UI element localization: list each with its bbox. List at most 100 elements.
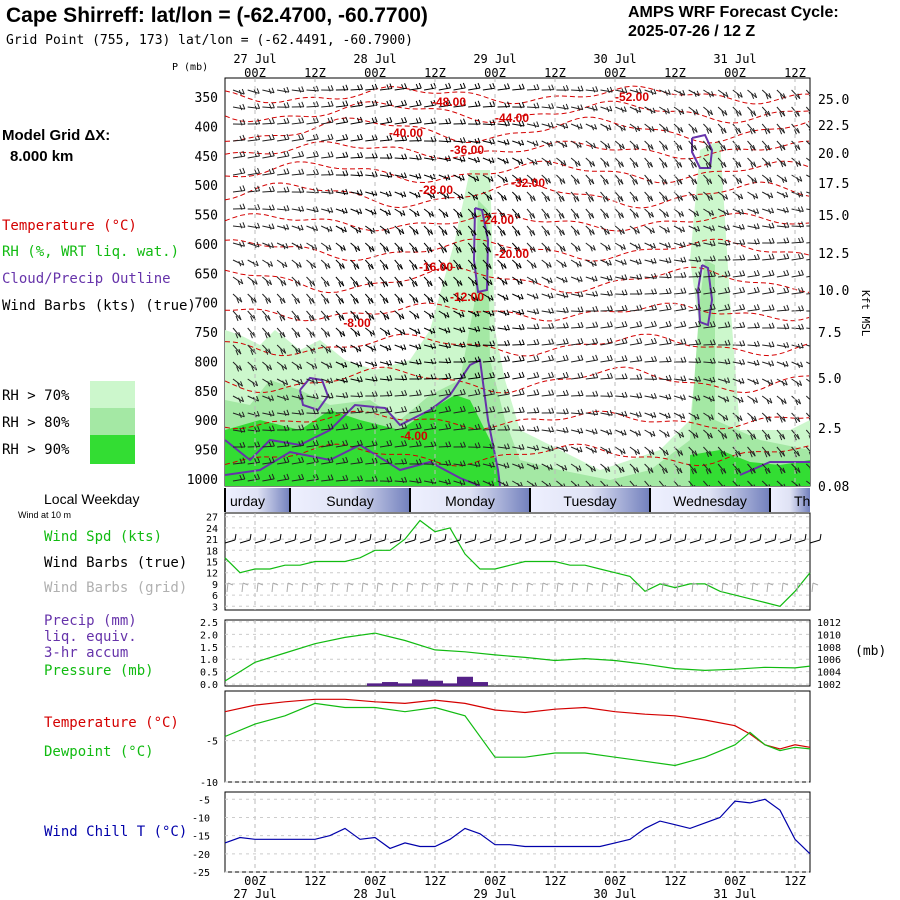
wind-barb-grid: [751, 582, 754, 593]
wind-barb-flag: [297, 314, 300, 321]
wind-barb: [747, 123, 756, 134]
wind-barb-flag: [357, 153, 361, 159]
wind-barb-flag: [724, 322, 728, 328]
wind-barb-flag: [771, 253, 775, 259]
wind-barb-flag: [500, 247, 503, 254]
wind-barb-flag: [404, 458, 408, 464]
wind-barb-flag: [576, 229, 580, 235]
wind-barb: [350, 411, 363, 414]
temperature-contour-label: -4.00: [400, 429, 428, 443]
wind-barb-flag: [242, 150, 246, 157]
wind-barb-flag: [401, 477, 405, 484]
wind-barb-flag: [401, 84, 405, 90]
wind-barb-flag: [429, 246, 433, 253]
wind-barb: [688, 140, 697, 151]
wind-barb-grid-flag: [617, 582, 624, 586]
wind-barb-flag: [636, 393, 640, 399]
wind-barb-flag: [562, 390, 566, 397]
wind-barb-flag: [448, 100, 452, 106]
wind-barb-flag: [415, 359, 419, 366]
wind-barb-flag: [639, 337, 643, 344]
legend-temperature-2: Temperature (°C): [44, 715, 179, 731]
wind-barb: [468, 393, 481, 397]
wind-barb-flag: [418, 373, 422, 380]
wind-barb-flag: [591, 178, 595, 185]
wind-barb-flag: [798, 324, 802, 331]
wind-barb-flag: [389, 406, 393, 412]
wind-barb-flag: [271, 118, 275, 124]
wind-barb: [761, 429, 771, 440]
wind-barb-flag: [636, 305, 640, 311]
wind-barb-flag: [491, 157, 495, 163]
wind-barb-grid-flag: [647, 582, 654, 586]
wind-barb-flag: [301, 409, 305, 415]
wind-barb-flag: [506, 371, 510, 378]
wind-barb-flag: [592, 291, 596, 298]
wind-barb: [541, 191, 551, 202]
wind-barb-grid-flag: [317, 582, 324, 586]
wind-barb-flag: [786, 269, 790, 276]
wind-barb-flag: [507, 355, 510, 361]
wind-barb-true-flag: [654, 533, 657, 541]
wind-barb-flag: [298, 441, 302, 447]
wind-barb: [791, 89, 801, 100]
wind-barb: [644, 276, 657, 279]
wind-barb-flag: [489, 389, 493, 396]
wind-barb: [703, 343, 716, 346]
wind-barb-flag: [639, 355, 643, 361]
wind-barb-flag: [476, 310, 480, 317]
wind-barb-flag: [551, 84, 555, 90]
wind-barb-flag: [460, 296, 464, 302]
wind-barb-flag: [635, 89, 639, 95]
wind-barb: [732, 174, 743, 184]
wind-barb-flag: [676, 468, 680, 475]
wind-barb-flag: [462, 423, 466, 429]
wind-barb: [512, 293, 524, 300]
wind-barb-flag: [448, 342, 452, 348]
wind-barb: [732, 446, 742, 457]
wind-barb-flag: [767, 128, 771, 134]
wind-barb-flag: [324, 332, 328, 338]
wind-barb-flag: [327, 457, 331, 464]
wind-barb-flag: [389, 83, 393, 89]
bottom-time-label: 12Z: [304, 874, 326, 888]
wind-barb-flag: [459, 373, 463, 379]
wind-barb-flag: [385, 191, 389, 198]
wind-barb-flag: [783, 254, 787, 260]
wind-barb-flag: [268, 396, 272, 402]
wind-barb-flag: [242, 134, 246, 141]
wind-barb-flag: [249, 332, 253, 339]
wind-barb: [394, 191, 406, 198]
wind-barb: [394, 394, 407, 397]
wind-barb-flag: [721, 434, 725, 440]
wind-barb-grid-flag: [257, 582, 264, 586]
wind-barb-flag: [709, 358, 713, 365]
wind-barb: [409, 121, 422, 125]
wind-barb: [409, 104, 422, 108]
wind-barb: [747, 378, 759, 385]
pressure-tick-label: 500: [195, 179, 218, 194]
wind-barb-flag: [712, 357, 716, 364]
wind-barb-flag: [592, 87, 596, 93]
wind-barb-flag: [418, 405, 422, 412]
wind-barb: [703, 308, 716, 312]
wind-barb-flag: [477, 325, 481, 332]
wind-barb-flag: [282, 297, 286, 304]
wind-barb: [423, 191, 435, 199]
wind-barb-flag: [545, 263, 549, 269]
wind-barb-flag: [448, 118, 452, 124]
wind-barb-flag: [786, 222, 790, 228]
wind-barb-flag: [370, 263, 374, 270]
wind-barb-flag: [782, 192, 786, 199]
wind-barb-true: [404, 539, 416, 544]
wind-barb-flag: [529, 196, 533, 202]
wind-barb: [394, 480, 407, 483]
precip-bar: [382, 682, 398, 686]
wind-barb: [512, 411, 525, 414]
wind-barb-flag: [694, 450, 698, 456]
wind-barb-flag: [638, 258, 642, 264]
wind-barb-flag: [518, 195, 522, 201]
wind-barb-flag: [389, 439, 393, 446]
wind-barb: [335, 105, 348, 108]
wind-barb-flag: [798, 222, 802, 228]
